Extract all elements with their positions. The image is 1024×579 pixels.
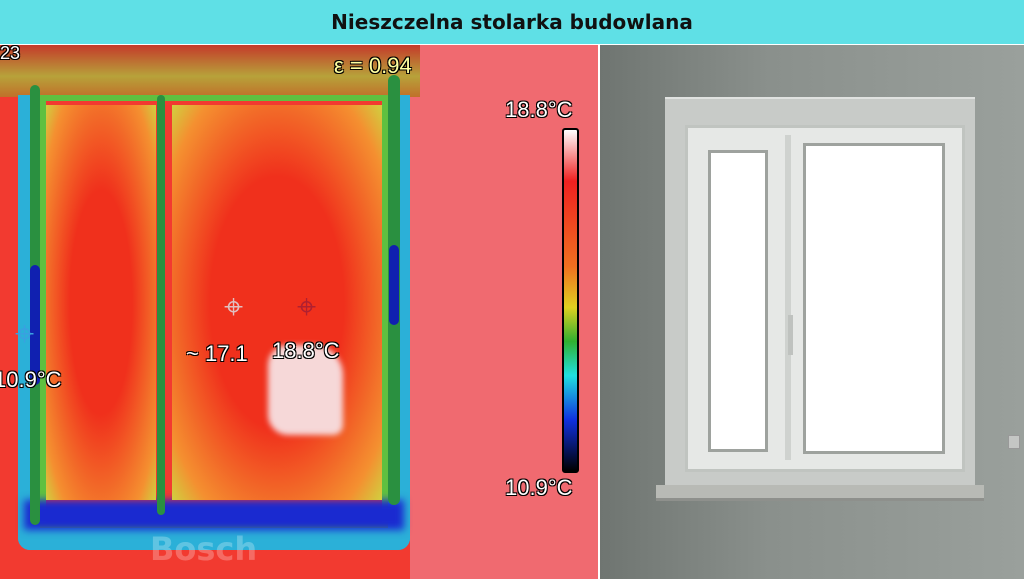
emissivity-label: ε = 0.94 bbox=[334, 53, 412, 78]
middle-seam bbox=[157, 95, 165, 515]
scale-min-label: 10.9°C bbox=[505, 475, 573, 500]
temperature-scale-bar bbox=[562, 128, 579, 473]
crosshair-cold-icon: ⌖ bbox=[15, 314, 35, 354]
left-glass bbox=[708, 150, 768, 452]
right-seam-cold bbox=[389, 245, 399, 325]
spot-cold-label: 10.9°C bbox=[0, 367, 62, 392]
cold-bottom bbox=[24, 500, 404, 530]
left-pane-heat bbox=[46, 105, 156, 500]
window-sill bbox=[656, 485, 984, 501]
window-handle bbox=[788, 315, 793, 355]
watermark-logo: Bosch bbox=[150, 530, 258, 568]
thermal-image: 23 ε = 0.94 18.8°C 10.9°C ⌖ 10.9°C ⌖ ~ 1… bbox=[0, 45, 598, 579]
wall-socket bbox=[1008, 435, 1020, 449]
crosshair-mid-icon: ⌖ bbox=[224, 287, 244, 327]
page-title: Nieszczelna stolarka budowlana bbox=[331, 10, 693, 34]
crosshair-hot-icon: ⌖ bbox=[297, 287, 317, 327]
window-photo bbox=[600, 45, 1024, 579]
hot-spot bbox=[268, 345, 343, 435]
spot-mid-label: ~ 17.1 bbox=[186, 341, 248, 366]
left-seam-cold bbox=[30, 265, 40, 385]
corner-label: 23 bbox=[0, 45, 21, 63]
title-banner: Nieszczelna stolarka budowlana bbox=[0, 0, 1024, 44]
top-band bbox=[0, 45, 420, 97]
spot-hot-label: 18.8°C bbox=[272, 338, 340, 363]
mullion bbox=[785, 135, 791, 460]
scale-max-label: 18.8°C bbox=[505, 97, 573, 122]
right-glass bbox=[803, 143, 945, 454]
right-pane-heat bbox=[172, 105, 382, 500]
